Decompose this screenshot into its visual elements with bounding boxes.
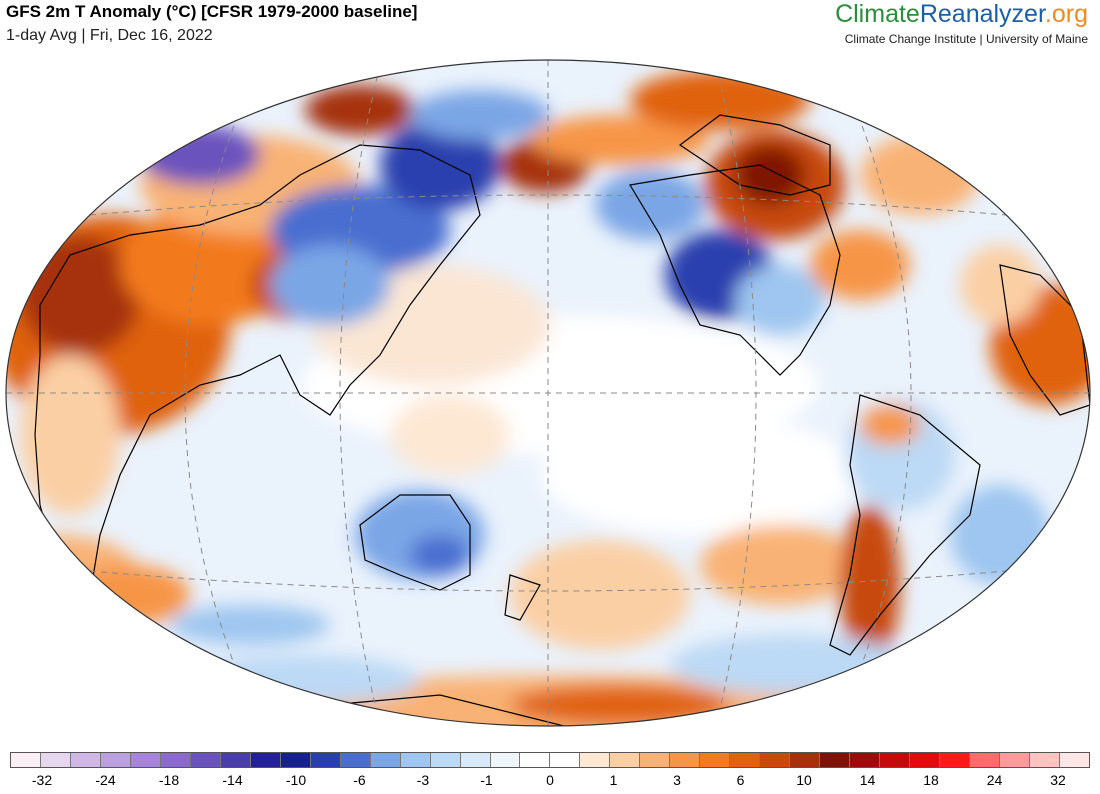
color-legend-ticks: -32 -24 -18 -14 -10 -6 -3 -1 0 1 3 6 10 14 18 24 32 bbox=[0, 772, 1100, 792]
logo-tagline: Climate Change Institute | University of… bbox=[844, 32, 1088, 46]
legend-tick-label: 6 bbox=[736, 772, 745, 788]
legend-swatch bbox=[580, 753, 611, 767]
legend-tick-label: -14 bbox=[222, 772, 243, 788]
legend-tick-label: 10 bbox=[796, 772, 812, 788]
legend-tick-label: -6 bbox=[353, 772, 366, 788]
legend-swatch bbox=[550, 753, 581, 767]
legend-swatch bbox=[340, 753, 371, 767]
globe-outline bbox=[5, 59, 1091, 727]
legend-swatch bbox=[670, 753, 701, 767]
legend-swatch bbox=[490, 753, 521, 767]
legend-tick-label: -32 bbox=[31, 772, 53, 788]
legend-swatch bbox=[370, 753, 401, 767]
legend-swatch bbox=[40, 753, 71, 767]
legend-tick-label: -3 bbox=[416, 772, 430, 788]
legend-swatch bbox=[70, 753, 101, 767]
legend-swatch bbox=[820, 753, 851, 767]
legend-swatch bbox=[220, 753, 251, 767]
legend-swatch bbox=[400, 753, 431, 767]
legend-tick-label: 3 bbox=[673, 772, 681, 788]
world-anomaly-map bbox=[5, 59, 1091, 727]
legend-swatch bbox=[100, 753, 131, 767]
logo-text-org: .org bbox=[1044, 0, 1088, 28]
climate-reanalyzer-logo[interactable]: ClimateReanalyzer.org bbox=[835, 0, 1088, 29]
legend-swatch bbox=[1029, 753, 1060, 767]
map-subtitle: 1-day Avg | Fri, Dec 16, 2022 bbox=[6, 27, 213, 44]
color-legend bbox=[10, 752, 1090, 768]
legend-swatch bbox=[850, 753, 881, 767]
legend-swatch bbox=[520, 753, 551, 767]
legend-tick-label: -10 bbox=[285, 772, 307, 788]
legend-swatch bbox=[880, 753, 911, 767]
legend-swatch bbox=[1059, 753, 1089, 767]
legend-tick-label: 1 bbox=[609, 772, 618, 788]
logo-text-reanalyzer: Reanalyzer bbox=[919, 0, 1045, 28]
legend-swatch bbox=[430, 753, 461, 767]
legend-tick-label: 14 bbox=[859, 772, 876, 788]
legend-swatch bbox=[999, 753, 1030, 767]
legend-swatch bbox=[160, 753, 191, 767]
legend-tick-label: 32 bbox=[1050, 772, 1066, 788]
legend-swatch bbox=[760, 753, 791, 767]
legend-swatch bbox=[11, 753, 41, 767]
legend-swatch bbox=[700, 753, 731, 767]
legend-swatch bbox=[790, 753, 821, 767]
anomaly-field bbox=[6, 60, 1090, 726]
legend-swatch bbox=[610, 753, 641, 767]
legend-tick-label: 18 bbox=[923, 772, 939, 788]
legend-swatch bbox=[310, 753, 341, 767]
legend-swatch bbox=[460, 753, 491, 767]
legend-swatch bbox=[640, 753, 671, 767]
legend-swatch bbox=[970, 753, 1000, 767]
legend-swatch bbox=[910, 753, 941, 767]
logo-text-climate: Climate bbox=[835, 0, 920, 28]
legend-swatch bbox=[730, 753, 761, 767]
map-title: GFS 2m T Anomaly (°C) [CFSR 1979-2000 ba… bbox=[6, 2, 418, 21]
legend-tick-label: -1 bbox=[480, 772, 493, 788]
legend-swatch bbox=[190, 753, 221, 767]
legend-tick-label: 0 bbox=[546, 772, 554, 788]
graticule bbox=[6, 60, 1090, 726]
legend-swatch bbox=[280, 753, 311, 767]
legend-swatch bbox=[130, 753, 161, 767]
legend-tick-label: 24 bbox=[986, 772, 1003, 788]
legend-swatch bbox=[940, 753, 970, 767]
legend-tick-label: -24 bbox=[95, 772, 116, 788]
legend-tick-label: -18 bbox=[158, 772, 180, 788]
legend-swatch bbox=[250, 753, 281, 767]
